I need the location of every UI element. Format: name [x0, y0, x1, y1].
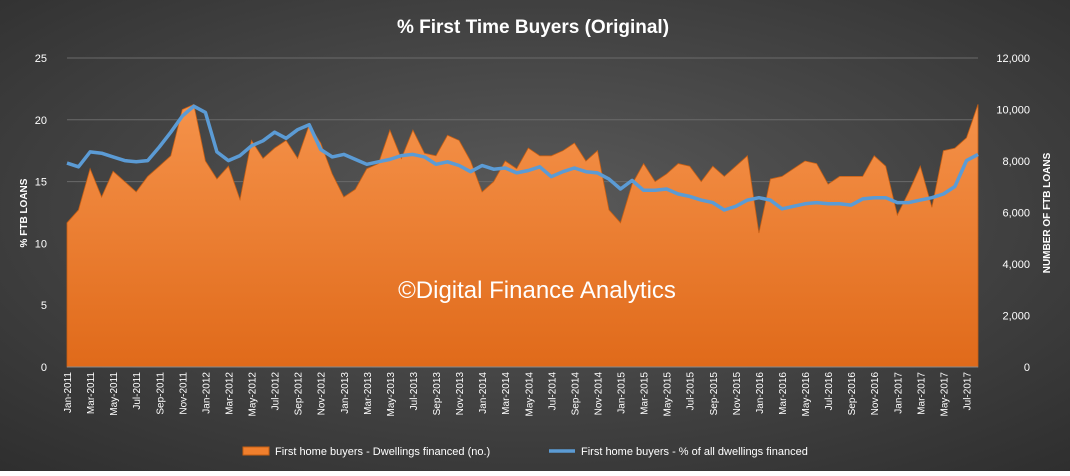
- x-tick-label: Mar-2011: [86, 372, 97, 414]
- left-axis-ticks: 0 5 10 15 20 25: [35, 53, 47, 374]
- line-series-layer: [66, 104, 979, 212]
- x-tick-label: Sep-2013: [432, 372, 443, 416]
- x-tick-label: Jul-2014: [547, 372, 558, 411]
- watermark-text: ©Digital Finance Analytics: [398, 277, 676, 304]
- x-tick-label: Nov-2013: [455, 372, 466, 416]
- x-tick-label: Nov-2016: [870, 372, 881, 416]
- left-tick-label: 0: [41, 362, 47, 374]
- x-tick-label: May-2012: [248, 372, 259, 417]
- x-tick-label: Sep-2014: [570, 372, 581, 416]
- right-axis-ticks: 0 2,000 4,000 6,000 8,000 10,000 12,000: [996, 53, 1030, 374]
- right-axis-label: NUMBER OF FTB LOANS: [1042, 152, 1053, 273]
- x-tick-label: Jan-2012: [201, 372, 212, 414]
- right-tick-label: 10,000: [996, 105, 1030, 117]
- x-tick-label: May-2014: [524, 372, 535, 417]
- area-series-layer: [66, 103, 979, 368]
- x-tick-label: Jan-2013: [340, 372, 351, 414]
- x-tick-label: Jul-2015: [686, 372, 697, 411]
- x-tick-label: Jan-2015: [617, 372, 628, 414]
- chart-title: % First Time Buyers (Original): [397, 17, 669, 38]
- x-tick-label: Mar-2014: [501, 372, 512, 415]
- x-tick-label: May-2017: [939, 372, 950, 417]
- x-tick-label: Sep-2011: [155, 372, 166, 415]
- x-tick-label: Jan-2017: [893, 372, 904, 414]
- right-tick-label: 2,000: [1002, 311, 1030, 323]
- x-tick-label: Jan-2014: [478, 372, 489, 414]
- legend-label-line: First home buyers - % of all dwellings f…: [581, 446, 808, 458]
- x-tick-label: Jul-2016: [824, 372, 835, 411]
- right-tick-label: 8,000: [1002, 156, 1030, 168]
- right-tick-label: 6,000: [1002, 208, 1030, 220]
- right-tick-label: 0: [1024, 362, 1030, 374]
- x-tick-label: Jul-2013: [409, 372, 420, 411]
- right-tick-label: 4,000: [1002, 259, 1030, 271]
- x-tick-label: Mar-2012: [224, 372, 235, 415]
- x-tick-label: Nov-2011: [178, 372, 189, 415]
- x-tick-label: Mar-2016: [778, 372, 789, 415]
- area-dwellings-financed: [66, 103, 979, 368]
- x-tick-label: Sep-2015: [709, 372, 720, 416]
- right-tick-label: 12,000: [996, 53, 1030, 65]
- x-tick-label: Nov-2012: [317, 372, 328, 416]
- left-tick-label: 10: [35, 238, 47, 250]
- x-tick-label: Jul-2017: [963, 372, 974, 411]
- x-tick-label: Jul-2011: [132, 372, 143, 410]
- x-tick-label: Nov-2014: [594, 372, 605, 416]
- left-axis-label: % FTB LOANS: [19, 178, 30, 247]
- left-tick-label: 20: [35, 115, 47, 127]
- x-tick-label: Sep-2016: [847, 372, 858, 416]
- legend-label-area: First home buyers - Dwellings financed (…: [275, 446, 490, 458]
- x-tick-label: Mar-2013: [363, 372, 374, 415]
- x-tick-label: Mar-2015: [640, 372, 651, 415]
- x-tick-label: May-2013: [386, 372, 397, 417]
- x-tick-label: May-2011: [109, 372, 120, 416]
- line-pct-dwellings: [66, 104, 979, 212]
- x-tick-label: Sep-2012: [294, 372, 305, 416]
- left-tick-label: 5: [41, 300, 47, 312]
- x-tick-label: Jul-2012: [271, 372, 282, 411]
- legend-swatch-area: [242, 446, 270, 456]
- x-tick-label: Mar-2017: [916, 372, 927, 415]
- left-tick-label: 25: [35, 53, 47, 65]
- legend: First home buyers - Dwellings financed (…: [242, 446, 808, 458]
- x-tick-label: Jan-2016: [755, 372, 766, 414]
- left-tick-label: 15: [35, 177, 47, 189]
- x-tick-label: May-2016: [801, 372, 812, 417]
- x-axis-ticks: Jan-2011 Mar-2011 May-2011 Jul-2011 Sep-2011…: [63, 366, 978, 417]
- x-tick-label: Jan-2011: [63, 372, 74, 413]
- x-tick-label: May-2015: [663, 372, 674, 417]
- x-tick-label: Nov-2015: [732, 372, 743, 416]
